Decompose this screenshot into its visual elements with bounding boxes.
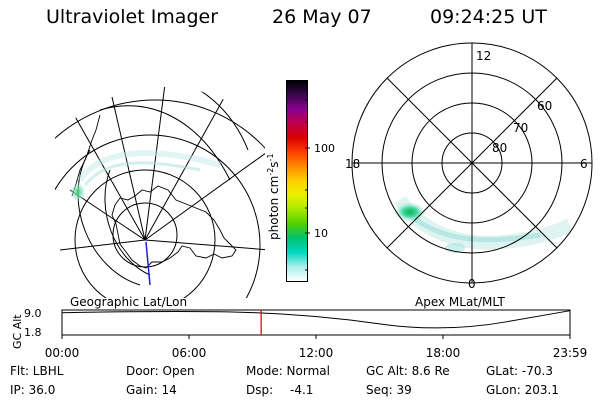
time-label: 09:24:25 UT [430,6,547,28]
polar-mlt-map: 12 18 6 0 60 70 80 [345,42,593,291]
colorbar-gradient [287,81,307,281]
colorbar [286,80,308,282]
timeline-xtick-label: 18:00 [426,346,461,360]
aurora-oval [408,213,541,243]
timeline-ylabel: GC Alt [11,314,24,349]
dsp-label: Dsp: [246,383,274,397]
aurora-band [77,150,221,182]
mlat-label-70: 70 [513,121,528,135]
meridian-line [99,87,146,241]
ip-status: IP: 36.0 [10,383,56,397]
meridian-line [144,149,265,241]
meridian-line [144,239,265,251]
mlat-label-60: 60 [537,99,552,113]
colorbar-tick-label: 10 [314,227,328,240]
dsp-value: -4.1 [290,383,314,397]
orbit-timeline: GC Alt 9.0 1.8 00:00 06:00 12:00 18:00 23:59 [11,307,588,360]
meridian-line [144,87,246,241]
mode-status: Mode: Normal [246,364,330,378]
meridian-line [144,87,171,241]
coastline [111,185,237,269]
colorbar-ticks: 100 10 [305,99,335,271]
timeline-xtick-label: 23:59 [553,346,588,360]
timeline-xtick-label: 06:00 [172,346,207,360]
map-arc [104,169,151,276]
altitude-series-line [61,310,571,329]
meridian-line [59,239,146,251]
latitude-circle [74,169,216,298]
map-arc [84,87,249,151]
seq-status: Seq: 39 [366,383,412,397]
colorbar-tick-label: 100 [314,142,335,155]
geo-map-caption: Geographic Lat/Lon [70,295,188,309]
timeline-ytick-bottom: 1.8 [24,326,42,339]
glat-status: GLat: -70.3 [486,364,553,378]
gain-status: Gain: 14 [126,383,177,397]
instrument-title: Ultraviolet Imager [46,6,219,28]
polar-map-caption: Apex MLat/MLT [415,295,505,309]
aurora-hotspot [394,202,426,222]
mlt-label-6: 6 [580,157,588,171]
timeline-xtick-label: 00:00 [45,346,80,360]
geographic-map [55,87,265,298]
meridian-line [59,89,146,241]
mlt-label-12: 12 [476,49,491,63]
colorbar-label: photon cm-2s-1 [266,153,281,240]
latitude-circle [55,134,261,298]
timeline-xtick-label: 12:00 [299,346,334,360]
gc-altitude-status: GC Alt: 8.6 Re [366,364,450,378]
date-label: 26 May 07 [272,6,372,28]
timeline-ytick-top: 9.0 [24,307,42,320]
aurora-emission [70,182,86,202]
glon-status: GLon: 203.1 [486,383,559,397]
latitude-circle [112,202,178,268]
timeline-xaxis: 00:00 06:00 12:00 18:00 23:59 [45,335,588,360]
mlat-label-80: 80 [492,141,507,155]
timeline-frame [61,309,571,336]
filter-status: Flt: LBHL [10,364,64,378]
map-arc [99,105,231,181]
door-status: Door: Open [126,364,195,378]
mlt-label-0: 0 [468,277,476,291]
mlt-label-18: 18 [345,157,360,171]
latitude-circle [55,99,265,298]
aurora-band [83,161,201,186]
colorbar-unit-label: photon cm-2s-1 [266,153,281,240]
mlt-meridian [386,77,558,249]
satellite-track [145,241,151,286]
map-arc [77,149,141,286]
